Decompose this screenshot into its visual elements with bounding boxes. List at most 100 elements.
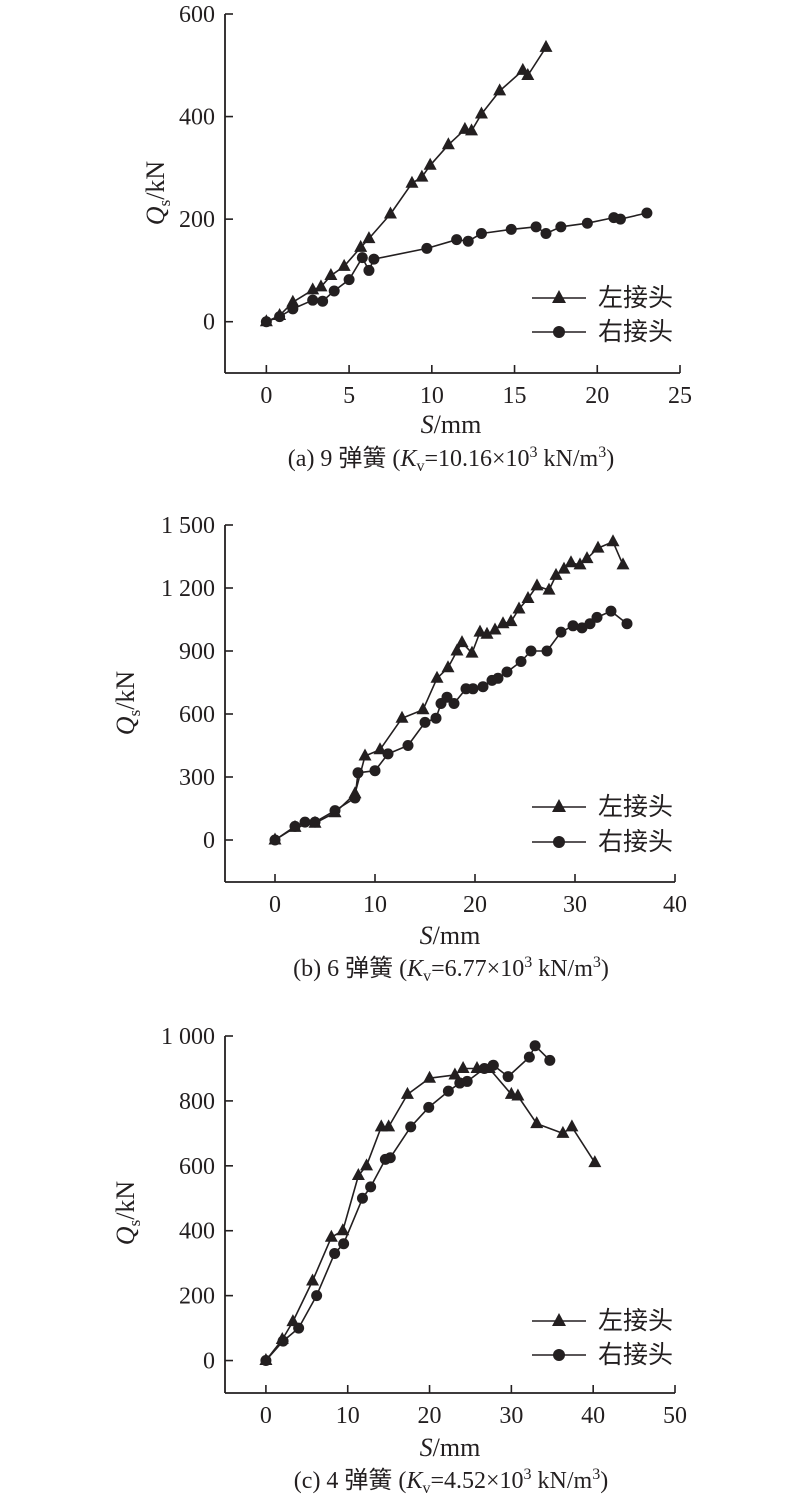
- chart-c-series-2-point: [461, 1075, 473, 1087]
- chart-a-series-2-point: [530, 221, 542, 233]
- chart-a-series-1-point: [465, 123, 479, 136]
- chart-a-series-2-point: [451, 234, 463, 246]
- chart-b-series-2-point: [467, 683, 479, 695]
- chart-b-series-2-point: [501, 666, 513, 678]
- chart-b-series-2-point: [382, 748, 394, 760]
- chart-c-series-2-point: [523, 1051, 535, 1063]
- chart-a-legend-marker-1: [552, 290, 566, 303]
- chart-b-y-tick-label: 600: [179, 702, 215, 728]
- chart-b-series-1-line: [274, 540, 624, 841]
- chart-c-series-2-point: [487, 1059, 499, 1071]
- chart-a-series-1-point: [314, 279, 328, 292]
- chart-b-series-2-point: [309, 816, 321, 828]
- chart-b-series: [268, 534, 633, 846]
- chart-c-series-1-point: [400, 1086, 414, 1099]
- chart-a-series-1-point: [337, 258, 351, 271]
- chart-b-x-tick-label: 40: [663, 892, 687, 918]
- chart-a-series-2-point: [555, 221, 567, 233]
- chart-b-series-2-point: [329, 805, 341, 817]
- chart-b-y-tick-label: 1 200: [161, 576, 215, 602]
- chart-a-y-tick-label: 0: [203, 310, 215, 336]
- chart-c-legend-label-1: 左接头: [598, 1307, 673, 1335]
- chart-b-series-1-point: [441, 660, 455, 673]
- chart-b-series-1-point: [521, 591, 535, 603]
- chart-a-series-1-line: [266, 46, 547, 323]
- chart-c-series-2-point: [329, 1247, 341, 1259]
- chart-a-x-tick-label: 0: [260, 383, 272, 409]
- chart-c-x-tick-label: 10: [336, 1403, 360, 1429]
- chart-c-series-1-point: [306, 1273, 320, 1286]
- chart-b-series-2-point: [430, 712, 442, 724]
- chart-c-series-1-point: [324, 1229, 338, 1242]
- chart-a-series: [259, 39, 653, 328]
- chart-b-series-1-point: [542, 582, 556, 595]
- chart-a-series-1-point: [306, 282, 320, 295]
- chart-b-series-2-point: [349, 792, 361, 804]
- chart-c-series-1-point: [448, 1067, 462, 1080]
- chart-b-legend-label-1: 左接头: [598, 793, 673, 821]
- chart-b-y-axis-label: Qs/kN: [111, 671, 144, 736]
- chart-a-y-tick-label: 400: [179, 105, 215, 131]
- chart-b-series-1-point: [573, 557, 587, 570]
- chart-c-series-1-point: [565, 1119, 579, 1132]
- chart-b-x-tick-label: 30: [563, 892, 587, 918]
- chart-c-series-1-point: [336, 1223, 350, 1236]
- chart-b-y-tick-label: 1 500: [161, 513, 215, 539]
- chart-c-series-2-point: [502, 1071, 514, 1083]
- chart-c-series-1-point: [456, 1060, 470, 1073]
- chart-b-series-1-point: [564, 555, 578, 568]
- chart-c-series-1-point: [423, 1070, 437, 1083]
- chart-b-caption: (b) 6 弹簧 (Kv=6.77×103 kN/m3): [293, 954, 609, 985]
- chart-b-series-1-point: [473, 624, 487, 637]
- chart-a-series-1-point: [362, 231, 376, 244]
- chart-c-series-2-point: [423, 1101, 435, 1113]
- chart-c-x-tick-label: 0: [260, 1403, 272, 1429]
- chart-a-series-1-point: [521, 68, 535, 81]
- chart-c-series-2-point: [356, 1192, 368, 1204]
- chart-b-y-tick-label: 900: [179, 639, 215, 665]
- chart-a-ticks: 0 5 10 15 20 25 0 200 400 600: [179, 2, 692, 409]
- chart-a-x-tick-label: 10: [420, 383, 444, 409]
- chart-b-series-2-point: [269, 834, 281, 846]
- chart-b-ticks: 0 10 20 30 40 0 300 600 900 1 200 1 500: [161, 513, 687, 918]
- chart-b-series-1-point: [430, 670, 444, 683]
- chart-c-series-1-point: [286, 1314, 300, 1327]
- chart-a-legend-marker-2: [553, 326, 565, 338]
- chart-b-series-1-point: [557, 561, 571, 574]
- chart-a-series-2-point: [614, 213, 626, 225]
- chart-b-series-2-point: [541, 645, 553, 657]
- chart-a-caption: (a) 9 弹簧 (Kv=10.16×103 kN/m3): [288, 444, 614, 475]
- chart-c-series-1-point: [588, 1155, 602, 1168]
- chart-c-series-2-point: [529, 1040, 541, 1052]
- chart-c-series-1-point: [382, 1119, 396, 1132]
- chart-c-series-1-point: [511, 1088, 525, 1101]
- chart-a-legend: 左接头 右接头: [532, 284, 673, 346]
- chart-a-series-2-point: [307, 294, 319, 306]
- chart-b-series-1-point: [591, 540, 605, 553]
- chart-b-series-2-point: [567, 620, 579, 632]
- chart-b-x-tick-label: 20: [463, 892, 487, 918]
- chart-c-series-1-point: [530, 1116, 544, 1129]
- chart-b-legend-marker-2: [553, 836, 565, 848]
- chart-c-series-1-line: [265, 1067, 596, 1361]
- chart-b-series-1-point: [504, 614, 518, 627]
- chart-a-legend-label-2: 右接头: [598, 318, 673, 346]
- chart-c-legend-marker-2: [553, 1349, 565, 1361]
- chart-b-series-1-point: [416, 702, 430, 715]
- chart-b-series-1-point: [450, 643, 464, 656]
- chart-a-x-axis-label: S/mm: [421, 410, 482, 439]
- chart-c-series-1-point: [351, 1168, 365, 1181]
- chart-a-series-2-point: [274, 311, 286, 323]
- chart-a-series-2-point: [462, 235, 474, 247]
- chart-a-series-2-point: [287, 303, 299, 315]
- chart-b-series-2-point: [591, 611, 603, 623]
- chart-c-series-1-point: [360, 1158, 374, 1171]
- chart-b-x-axis-label: S/mm: [420, 921, 481, 950]
- chart-a-series-1-point: [286, 294, 300, 307]
- chart-b-series-2-point: [448, 698, 460, 709]
- chart-b-series-1-point: [480, 626, 494, 639]
- chart-c-legend-label-2: 右接头: [598, 1341, 673, 1369]
- chart-b-y-tick-label: 0: [203, 828, 215, 854]
- chart-b-legend-marker-1: [552, 799, 566, 812]
